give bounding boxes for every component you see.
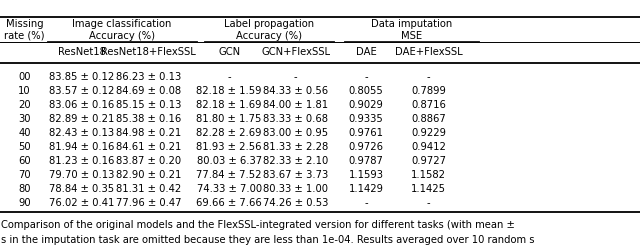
Text: s in the imputation task are omitted because they are less than 1e-04. Results a: s in the imputation task are omitted bec… [1,235,535,245]
Text: 69.66 ± 7.66: 69.66 ± 7.66 [196,198,262,208]
Text: 83.57 ± 0.12: 83.57 ± 0.12 [49,86,115,96]
Text: 82.18 ± 1.69: 82.18 ± 1.69 [196,100,262,110]
Text: 74.33 ± 7.00: 74.33 ± 7.00 [196,184,262,194]
Text: 0.8867: 0.8867 [412,114,446,124]
Text: -: - [294,72,298,82]
Text: 76.02 ± 0.41: 76.02 ± 0.41 [49,198,115,208]
Text: 84.98 ± 0.21: 84.98 ± 0.21 [116,128,181,138]
Text: 81.80 ± 1.75: 81.80 ± 1.75 [196,114,262,124]
Text: 0.9229: 0.9229 [412,128,446,138]
Text: 80.03 ± 6.37: 80.03 ± 6.37 [196,156,262,166]
Text: 81.33 ± 2.28: 81.33 ± 2.28 [263,142,328,152]
Text: 84.33 ± 0.56: 84.33 ± 0.56 [263,86,328,96]
Text: 84.00 ± 1.81: 84.00 ± 1.81 [263,100,328,110]
Text: 83.87 ± 0.20: 83.87 ± 0.20 [116,156,181,166]
Text: 00: 00 [18,72,31,82]
Text: 40: 40 [18,128,31,138]
Text: 0.9761: 0.9761 [349,128,383,138]
Text: 30: 30 [18,114,31,124]
Text: 84.61 ± 0.21: 84.61 ± 0.21 [116,142,181,152]
Text: 1.1593: 1.1593 [349,170,383,180]
Text: 83.67 ± 3.73: 83.67 ± 3.73 [263,170,328,180]
Text: 81.23 ± 0.16: 81.23 ± 0.16 [49,156,115,166]
Text: 0.9335: 0.9335 [349,114,383,124]
Text: 74.26 ± 0.53: 74.26 ± 0.53 [263,198,328,208]
Text: 82.89 ± 0.21: 82.89 ± 0.21 [49,114,115,124]
Text: 83.33 ± 0.68: 83.33 ± 0.68 [263,114,328,124]
Text: 77.84 ± 7.52: 77.84 ± 7.52 [196,170,262,180]
Text: 50: 50 [18,142,31,152]
Text: 80: 80 [18,184,31,194]
Text: -: - [427,198,431,208]
Text: 0.9029: 0.9029 [349,100,383,110]
Text: 0.8055: 0.8055 [349,86,383,96]
Text: 85.15 ± 0.13: 85.15 ± 0.13 [116,100,181,110]
Text: 1.1429: 1.1429 [349,184,383,194]
Text: 79.70 ± 0.13: 79.70 ± 0.13 [49,170,115,180]
Text: -: - [227,72,231,82]
Text: Missing
rate (%): Missing rate (%) [4,19,45,41]
Text: 81.93 ± 2.56: 81.93 ± 2.56 [196,142,262,152]
Text: 82.43 ± 0.13: 82.43 ± 0.13 [49,128,115,138]
Text: ResNet18+FlexSSL: ResNet18+FlexSSL [101,47,196,57]
Text: 82.33 ± 2.10: 82.33 ± 2.10 [263,156,328,166]
Text: 83.00 ± 0.95: 83.00 ± 0.95 [263,128,328,138]
Text: Comparison of the original models and the FlexSSL-integrated version for differe: Comparison of the original models and th… [1,220,515,230]
Text: 85.38 ± 0.16: 85.38 ± 0.16 [116,114,181,124]
Text: 0.9412: 0.9412 [412,142,446,152]
Text: Image classification
Accuracy (%): Image classification Accuracy (%) [72,19,172,41]
Text: 1.1425: 1.1425 [412,184,446,194]
Text: 82.28 ± 2.69: 82.28 ± 2.69 [196,128,262,138]
Text: 82.18 ± 1.59: 82.18 ± 1.59 [196,86,262,96]
Text: -: - [364,198,368,208]
Text: 80.33 ± 1.00: 80.33 ± 1.00 [263,184,328,194]
Text: 0.7899: 0.7899 [412,86,446,96]
Text: 0.9726: 0.9726 [349,142,383,152]
Text: 83.85 ± 0.12: 83.85 ± 0.12 [49,72,115,82]
Text: 10: 10 [18,86,31,96]
Text: 82.90 ± 0.21: 82.90 ± 0.21 [116,170,181,180]
Text: 84.69 ± 0.08: 84.69 ± 0.08 [116,86,181,96]
Text: 1.1582: 1.1582 [412,170,446,180]
Text: Data imputation
MSE: Data imputation MSE [371,19,452,41]
Text: 0.8716: 0.8716 [412,100,446,110]
Text: 90: 90 [18,198,31,208]
Text: 81.31 ± 0.42: 81.31 ± 0.42 [116,184,181,194]
Text: 86.23 ± 0.13: 86.23 ± 0.13 [116,72,181,82]
Text: 83.06 ± 0.16: 83.06 ± 0.16 [49,100,115,110]
Text: 60: 60 [18,156,31,166]
Text: 70: 70 [18,170,31,180]
Text: GCN+FlexSSL: GCN+FlexSSL [261,47,330,57]
Text: 20: 20 [18,100,31,110]
Text: 0.9787: 0.9787 [349,156,383,166]
Text: Label propagation
Accuracy (%): Label propagation Accuracy (%) [224,19,314,41]
Text: DAE: DAE [356,47,376,57]
Text: 78.84 ± 0.35: 78.84 ± 0.35 [49,184,115,194]
Text: 77.96 ± 0.47: 77.96 ± 0.47 [116,198,181,208]
Text: -: - [364,72,368,82]
Text: DAE+FlexSSL: DAE+FlexSSL [395,47,463,57]
Text: ResNet18: ResNet18 [58,47,106,57]
Text: 81.94 ± 0.16: 81.94 ± 0.16 [49,142,115,152]
Text: -: - [427,72,431,82]
Text: 0.9727: 0.9727 [412,156,446,166]
Text: GCN: GCN [218,47,240,57]
